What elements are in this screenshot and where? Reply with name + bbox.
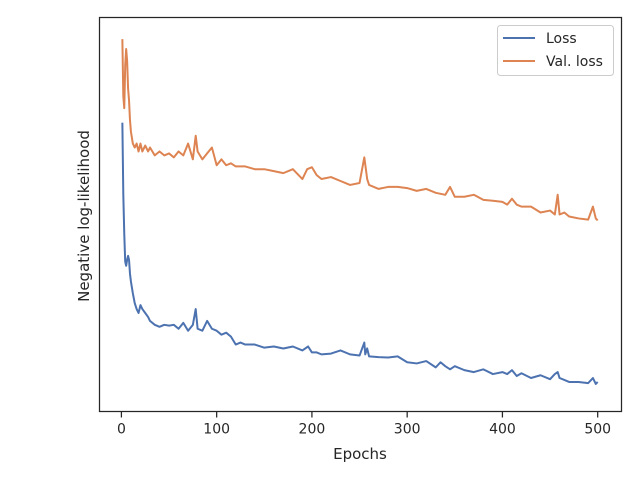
x-tick-label: 500 bbox=[584, 422, 611, 438]
x-tick-label: 300 bbox=[394, 422, 421, 438]
legend: Loss Val. loss bbox=[497, 25, 614, 76]
x-tick-label: 200 bbox=[299, 422, 326, 438]
x-axis-label: Epochs bbox=[333, 445, 387, 463]
legend-label-val-loss: Val. loss bbox=[546, 54, 603, 70]
x-tick-label: 400 bbox=[489, 422, 516, 438]
x-tick-label: 100 bbox=[203, 422, 230, 438]
series-layer bbox=[121, 39, 599, 385]
y-axis-label: Negative log-likelihood bbox=[75, 130, 93, 302]
x-tick-label: 0 bbox=[117, 422, 126, 438]
plot-frame bbox=[98, 16, 623, 413]
series-line-loss bbox=[121, 122, 599, 385]
legend-label-loss: Loss bbox=[546, 31, 577, 47]
series-line-val-loss bbox=[121, 39, 599, 222]
x-axis: 0 100 200 300 400 500 bbox=[117, 411, 611, 438]
